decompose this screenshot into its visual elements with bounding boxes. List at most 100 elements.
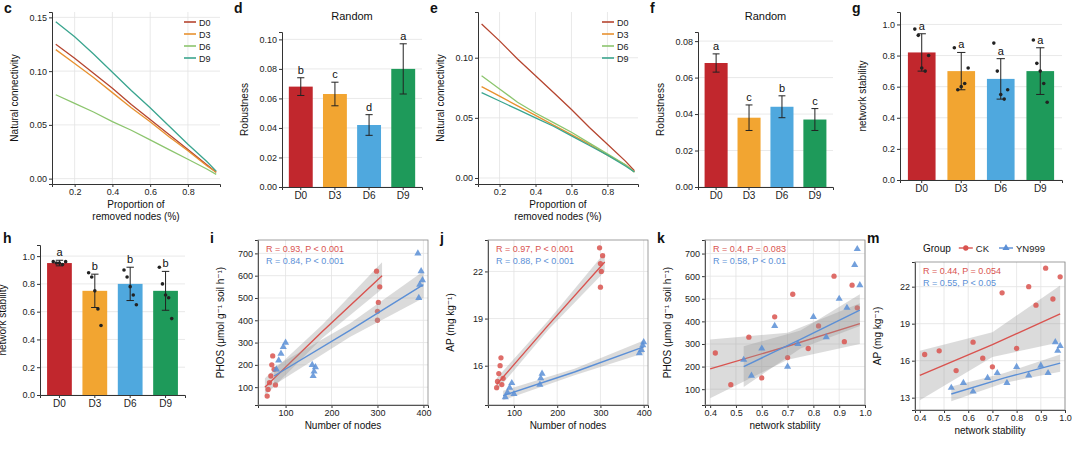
x-tick-label: D0 bbox=[53, 398, 66, 409]
y-tick: 0.05 bbox=[455, 113, 478, 123]
y-axis-title: network stability bbox=[0, 284, 8, 355]
y-tick-label: 13 bbox=[900, 393, 910, 403]
y-tick: 16 bbox=[473, 361, 488, 371]
x-tick-label: 200 bbox=[550, 408, 565, 418]
y-tick-label: 16 bbox=[900, 356, 910, 366]
y-tick-mark bbox=[255, 343, 258, 344]
y-tick: 200 bbox=[685, 362, 705, 372]
grid-line bbox=[643, 240, 644, 405]
bar bbox=[289, 87, 313, 187]
point bbox=[600, 253, 605, 258]
point bbox=[1032, 38, 1036, 42]
point bbox=[494, 385, 499, 390]
y-tick: 0.8 bbox=[22, 279, 40, 289]
grid-line bbox=[499, 12, 500, 184]
point bbox=[128, 285, 132, 289]
x-tick: 0.4 bbox=[530, 184, 543, 197]
y-axis-line bbox=[279, 33, 283, 188]
point bbox=[854, 245, 861, 251]
y-tick: 0.2 bbox=[882, 144, 900, 154]
grid-line bbox=[258, 275, 428, 276]
significance-letter: a bbox=[958, 38, 965, 50]
bar bbox=[770, 107, 793, 187]
x-tick-label: 0.2 bbox=[494, 187, 507, 197]
point bbox=[265, 387, 270, 392]
y-tick: 13 bbox=[900, 393, 915, 403]
y-axis-line bbox=[49, 13, 53, 185]
y-tick: 500 bbox=[685, 294, 705, 304]
panel-label: k bbox=[657, 230, 665, 246]
point bbox=[1050, 296, 1055, 301]
error-bar bbox=[162, 271, 169, 310]
x-tick-label: D3 bbox=[88, 398, 101, 409]
significance-letter: a bbox=[919, 20, 926, 32]
line bbox=[56, 44, 216, 172]
x-tick: 0.6 bbox=[566, 184, 579, 197]
legend-swatch bbox=[184, 57, 196, 59]
x-tick-label: 100 bbox=[279, 408, 294, 418]
error-bar bbox=[331, 82, 338, 106]
y-tick-mark bbox=[49, 125, 52, 126]
y-tick: 400 bbox=[238, 316, 258, 326]
x-tick: D3 bbox=[743, 187, 756, 201]
point bbox=[948, 384, 955, 390]
y-tick-mark bbox=[912, 398, 915, 399]
point bbox=[598, 261, 603, 266]
grid-line bbox=[571, 12, 572, 184]
y-tick-label: 0.6 bbox=[22, 307, 35, 317]
point bbox=[500, 376, 505, 381]
x-tick: 0.9 bbox=[833, 405, 846, 418]
y-tick-label: 0.08 bbox=[675, 36, 693, 46]
x-axis-title: removed nodes (%) bbox=[514, 211, 601, 222]
x-tick: 400 bbox=[416, 405, 431, 418]
significance-letter: d bbox=[366, 101, 372, 113]
y-tick-label: 0.00 bbox=[675, 182, 693, 192]
x-grid bbox=[920, 262, 1065, 410]
y-tick: 0.6 bbox=[22, 307, 40, 317]
confidence-band bbox=[503, 341, 644, 401]
point bbox=[93, 289, 97, 293]
point bbox=[810, 313, 817, 319]
grid-line bbox=[52, 17, 220, 18]
x-tick-label: 0.4 bbox=[704, 408, 717, 418]
error-bar bbox=[400, 44, 407, 94]
x-tick-label: 0.4 bbox=[530, 187, 543, 197]
y-tick: 300 bbox=[685, 339, 705, 349]
x-tick-label: 0.8 bbox=[602, 187, 615, 197]
point bbox=[937, 348, 942, 353]
line bbox=[482, 87, 635, 172]
x-tick-label: D3 bbox=[743, 190, 756, 201]
point bbox=[1037, 361, 1044, 367]
y-tick-label: 0.10 bbox=[455, 53, 473, 63]
y-tick: 0.10 bbox=[259, 35, 282, 45]
x-tick: D6 bbox=[363, 187, 376, 201]
y-tick-label: 500 bbox=[685, 294, 700, 304]
x-tick: D3 bbox=[88, 395, 101, 409]
point bbox=[836, 295, 843, 301]
y-tick: 0.15 bbox=[29, 13, 52, 23]
x-tick: 0.8 bbox=[182, 184, 195, 197]
y-tick-mark bbox=[37, 312, 40, 313]
x-tick: 0.8 bbox=[1011, 410, 1024, 423]
legend-swatch bbox=[184, 21, 196, 23]
y-tick: 19 bbox=[900, 319, 915, 329]
x-tick-label: 0.4 bbox=[914, 413, 927, 423]
y-tick-label: 0.04 bbox=[675, 109, 693, 119]
annotation: R = 0.88, P < 0.001 bbox=[496, 256, 574, 266]
x-tick: D9 bbox=[1034, 180, 1047, 194]
y-tick-mark bbox=[702, 299, 705, 300]
point bbox=[959, 85, 963, 89]
y-tick-label: 0.05 bbox=[455, 113, 473, 123]
y-tick-mark bbox=[897, 118, 900, 119]
bar bbox=[987, 79, 1015, 180]
y-tick: 0.0 bbox=[22, 390, 40, 400]
point bbox=[96, 307, 100, 311]
point bbox=[167, 296, 171, 300]
point bbox=[856, 281, 863, 287]
bar bbox=[947, 71, 975, 180]
y-tick-mark bbox=[912, 287, 915, 288]
y-tick-mark bbox=[485, 271, 488, 272]
y-tick-label: 100 bbox=[238, 383, 253, 393]
panel-e: 0.000.050.100.20.40.60.8D0D3D6D9eNatural… bbox=[430, 0, 639, 222]
y-tick: 0.04 bbox=[259, 123, 282, 133]
